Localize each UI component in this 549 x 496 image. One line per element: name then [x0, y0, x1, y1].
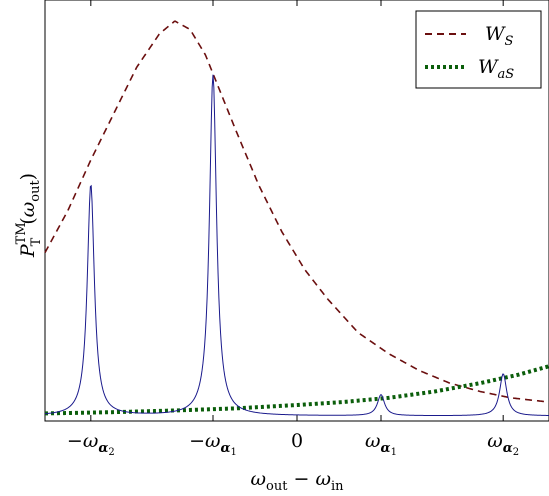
x-axis-label: ωout − ωin [251, 468, 345, 494]
y-axis-label: PTMT(ωout) [14, 173, 44, 258]
legend: WS WaS [416, 11, 541, 88]
series-line-was [45, 366, 549, 413]
x-tick-label: ωα1 [365, 430, 397, 458]
svg-text:PTMT(ωout): PTMT(ωout) [14, 173, 44, 258]
x-tick-label: −ωα1 [189, 430, 237, 458]
x-tick-label: −ωα2 [67, 430, 115, 458]
x-tick-labels: −ωα2 −ωα1 0 ωα1 ωα2 [67, 430, 519, 458]
series-line-transmission [45, 75, 549, 416]
x-tick-label: 0 [291, 430, 303, 452]
x-tick-label: ωα2 [487, 430, 519, 458]
